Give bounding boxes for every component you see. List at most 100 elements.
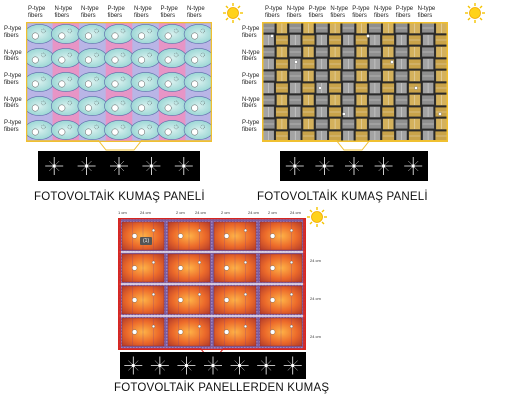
pv-panel-cell [213, 317, 257, 347]
dimension-label: 2 cm [221, 210, 230, 215]
pn-junction-cell [157, 96, 188, 116]
dimension-label: 2 cm [268, 210, 277, 215]
pv-panel-cell [167, 221, 211, 251]
pn-junction-cell [50, 48, 81, 68]
pn-junction-cell [50, 24, 81, 44]
dimension-label: 24 cm [310, 334, 321, 339]
pn-junction-cell [50, 96, 81, 116]
pv-panel-cell [259, 253, 303, 283]
pv-panel-cell [121, 285, 165, 315]
pn-junction-cell [26, 96, 55, 116]
pv-panel-cell [167, 253, 211, 283]
pn-junction-cell [130, 48, 161, 68]
row-label: P-type fibers [4, 120, 22, 133]
pn-junction-cell [77, 24, 108, 44]
row-label: N-type fibers [242, 96, 260, 110]
star-sparkle-icon [174, 157, 193, 175]
column-label: N-type fibers [54, 6, 73, 19]
star-sparkle-icon [204, 356, 222, 375]
star-sparkle-icon [45, 157, 64, 175]
pn-junction-cell [26, 120, 55, 140]
pn-junction-cell [50, 120, 81, 140]
pn-junction-cell [183, 96, 212, 116]
pn-junction-cell [157, 72, 188, 92]
row-label: N-type fibers [242, 49, 260, 63]
pn-junction-cell [157, 120, 188, 140]
bottom-panel: 1 cm 24 cm 2 cm 24 cm 2 cm 24 cm 2 cm 24 cm 24 … [100, 206, 340, 403]
pv-panel-cell [259, 221, 303, 251]
column-label: P-type fibers [107, 6, 125, 19]
pn-junction-cell [26, 72, 55, 92]
column-label: P-type fibers [395, 6, 414, 19]
dimension-label: 24 cm [140, 210, 151, 215]
pv-panel-cell [167, 317, 211, 347]
pn-junction-cell [183, 24, 212, 44]
dimension-label: 2 cm [176, 210, 185, 215]
cell-marker: (1) [140, 237, 153, 245]
row-label: P-type fibers [4, 73, 22, 86]
pn-junction-cell [130, 120, 161, 140]
pn-junction-cell [157, 24, 188, 44]
pn-junction-cell [104, 96, 134, 116]
column-label: P-type fibers [308, 6, 326, 19]
pn-junction-cell [77, 48, 108, 68]
row-label: P-type fibers [242, 73, 260, 86]
pv-panel-cell [259, 317, 303, 347]
star-sparkle-icon [124, 356, 143, 375]
star-sparkle-icon [345, 157, 363, 175]
column-label: N-type fibers [330, 6, 349, 19]
star-sparkle-icon [110, 157, 128, 175]
pn-junction-cell [50, 72, 81, 92]
pn-junction-cell [157, 48, 188, 68]
right-connector [262, 140, 448, 151]
pn-junction-cell [183, 120, 212, 140]
bottom-panel-caption: FOTOVOLTAİK PANELLERDEN KUMAŞ [114, 382, 330, 394]
sun-icon [307, 207, 327, 227]
pn-junction-cell [104, 24, 134, 44]
star-sparkle-icon [315, 157, 334, 175]
star-sparkle-icon [142, 157, 161, 175]
star-sparkle-icon [374, 157, 393, 175]
dimension-label: 24 cm [310, 258, 321, 263]
pn-junction-cell [104, 48, 134, 68]
column-label: N-type fibers [187, 6, 205, 19]
pn-junction-cell [77, 72, 108, 92]
left-star-bar [38, 151, 200, 181]
pn-junction-cell [183, 72, 212, 92]
dimension-label: 24 cm [290, 210, 301, 215]
column-label: N-type fibers [417, 6, 436, 19]
right-star-bar [280, 151, 428, 181]
star-sparkle-icon [283, 356, 302, 375]
pv-panel-cell [121, 253, 165, 283]
row-label: P-type fibers [242, 120, 260, 133]
star-sparkle-icon [257, 356, 276, 375]
column-label: P-type fibers [160, 6, 178, 19]
pv-panel-cell [121, 317, 165, 347]
pv-panel-cell [121, 221, 165, 251]
pn-junction-cell [183, 48, 212, 68]
pn-junction-cell [104, 72, 134, 92]
sun-icon [465, 3, 485, 23]
pn-junction-cell [130, 96, 161, 116]
star-sparkle-icon [150, 356, 169, 375]
pn-junction-cell [130, 24, 161, 44]
row-label: P-type fibers [242, 26, 260, 39]
right-woven-fabric [262, 22, 448, 142]
column-label: P-type fibers [265, 6, 283, 19]
left-fabric-grid [26, 22, 212, 142]
bottom-star-bar [120, 352, 306, 379]
left-panel-caption: FOTOVOLTAİK KUMAŞ PANELİ [34, 191, 205, 203]
left-panel: P-type fibers N-type fibers N-type fibers P-ty… [0, 0, 250, 203]
pv-panel-cell [213, 221, 257, 251]
dimension-label: 24 cm [310, 296, 321, 301]
pv-panel-cell [213, 285, 257, 315]
column-label: P-type fibers [28, 6, 46, 19]
column-label: P-type fibers [352, 6, 370, 19]
star-sparkle-icon [285, 157, 304, 175]
column-label: N-type fibers [81, 6, 99, 19]
column-label: N-type fibers [134, 6, 152, 19]
pv-panel-cell [213, 253, 257, 283]
pv-panel-cell [259, 285, 303, 315]
row-label: N-type fibers [4, 96, 22, 110]
row-label: N-type fibers [4, 49, 22, 63]
